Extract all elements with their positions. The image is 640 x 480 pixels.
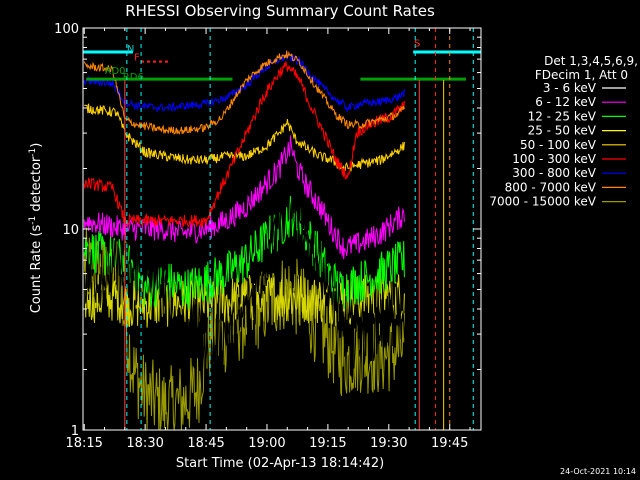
x-tick-label: 18:45 (187, 436, 224, 451)
y-axis: 1 10 100 (54, 22, 481, 439)
legend-label: 800 - 7000 keV (505, 180, 597, 194)
legend-label: 6 - 12 keV (535, 95, 597, 109)
series-line (84, 103, 405, 172)
series-line (83, 135, 405, 260)
status-label-f: F (134, 52, 140, 63)
series-group (83, 28, 481, 430)
y-label-sup2: -1 (28, 148, 38, 157)
legend: Det 1,3,4,5,6,9, FDecim 1, Att 0 3 - 6 k… (489, 54, 638, 209)
status-label-rd0: RD0 (105, 66, 126, 77)
status-label-s: S (414, 38, 420, 49)
legend-label: 50 - 100 keV (520, 138, 597, 152)
y-tick-label: 10 (62, 223, 79, 238)
series-line (83, 50, 405, 135)
legend-label: 25 - 50 keV (528, 124, 597, 138)
x-tick-label: 19:45 (431, 436, 468, 451)
series-line (83, 52, 405, 113)
legend-label: 3 - 6 keV (543, 81, 597, 95)
x-axis-label: Start Time (02-Apr-13 18:14:42) (176, 456, 384, 471)
y-tick-label: 100 (54, 22, 79, 37)
footer-date: 24-Oct-2021 10:14 (560, 467, 636, 476)
series-line (83, 61, 405, 228)
x-tick-label: 19:00 (248, 436, 285, 451)
y-label-end: ) (29, 143, 44, 148)
x-tick-label: 18:15 (65, 436, 102, 451)
y-axis-label: Count Rate (s-1 detector-1) (28, 143, 44, 314)
series-line (83, 164, 405, 400)
x-tick-label: 19:30 (370, 436, 407, 451)
legend-label: 100 - 300 keV (512, 152, 596, 166)
y-label-main: Count Rate (s (29, 225, 44, 314)
y-tick-label: 1 (71, 424, 79, 439)
status-label-n: N (127, 44, 134, 55)
y-label-mid: detector (29, 156, 44, 216)
y-label-sup1: -1 (28, 216, 38, 225)
x-axis: 18:15 18:30 18:45 19:00 19:15 19:30 19:45 (65, 28, 471, 451)
status-label-rd6: RD6 (123, 72, 144, 83)
legend-label: 12 - 25 keV (528, 109, 597, 123)
chart-title: RHESSI Observing Summary Count Rates (125, 2, 435, 20)
legend-label: 7000 - 15000 keV (489, 195, 596, 209)
series-line-detail (266, 183, 312, 258)
x-tick-label: 18:30 (126, 436, 163, 451)
legend-header-decimation: FDecim 1, Att 0 (535, 68, 628, 82)
legend-header-detectors: Det 1,3,4,5,6,9, (544, 54, 638, 68)
x-tick-label: 19:15 (309, 436, 346, 451)
legend-label: 300 - 800 keV (512, 166, 596, 180)
series-line (83, 227, 405, 430)
